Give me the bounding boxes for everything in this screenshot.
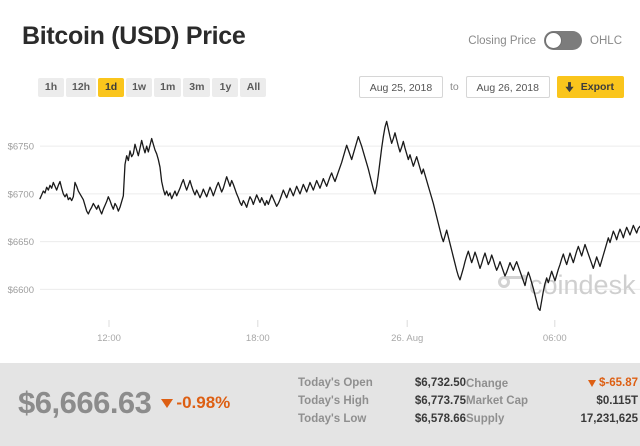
y-axis-tick-label: $6600 [8, 285, 34, 296]
date-from-input[interactable]: Aug 25, 2018 [358, 76, 443, 98]
x-axis-tick-label: 26. Aug [391, 333, 423, 344]
stat-row: Change $-65.87 [466, 377, 638, 395]
widget-header: Bitcoin (USD) Price Closing Price OHLC [0, 0, 640, 68]
stat-label: Change [466, 377, 509, 390]
stat-value-text: $-65.87 [598, 377, 638, 389]
range-button-1m[interactable]: 1m [154, 78, 182, 97]
chart-x-axis-labels: 12:00 18:00 26. Aug 06:00 [97, 320, 567, 344]
caret-down-icon [161, 398, 174, 408]
chart-controls: 1h 12h 1d 1w 1m 3m 1y All Aug 25, 2018 to Aug 2… [0, 70, 640, 108]
export-button-label: Export [580, 81, 614, 93]
price-chart[interactable]: $6600 $6650 $6700 $6750 12:00 18:00 26. Aug 06… [0, 108, 640, 363]
stats-column-right: Change $-65.87 Market Cap $0.115T Supply 17,2… [466, 377, 638, 431]
current-price-block: $6,666.63 -0.98% [18, 385, 230, 421]
x-axis-tick-label: 06:00 [543, 333, 567, 344]
closing-price-label: Closing Price [468, 34, 537, 47]
stat-row: Today's Open $6,732.50 [298, 377, 466, 395]
stat-label: Market Cap [466, 395, 528, 407]
stat-value: $6,773.75 [414, 395, 466, 407]
watermark-text: coindesk [529, 270, 636, 300]
price-summary-footer: $6,666.63 -0.98% Today's Open $6,732.50 To… [0, 363, 640, 446]
stat-value: $0.115T [596, 395, 638, 407]
range-button-all[interactable]: All [240, 78, 267, 97]
time-range-buttons: 1h 12h 1d 1w 1m 3m 1y All [38, 78, 267, 97]
price-line-path [39, 120, 640, 312]
range-button-1h[interactable]: 1h [38, 78, 64, 97]
toggle-knob [545, 32, 563, 49]
stat-label: Today's Low [298, 413, 367, 425]
range-button-12h[interactable]: 12h [66, 78, 97, 97]
download-icon [565, 81, 574, 92]
x-axis-tick-label: 12:00 [97, 333, 121, 344]
y-axis-tick-label: $6650 [8, 237, 34, 248]
stat-row: Supply 17,231,625 [466, 413, 638, 431]
export-button[interactable]: Export [556, 76, 624, 98]
date-range-controls: Aug 25, 2018 to Aug 26, 2018 Export [358, 76, 624, 98]
current-price: $6,666.63 [18, 385, 152, 420]
stat-label: Today's Open [298, 377, 373, 389]
y-axis-tick-label: $6750 [8, 142, 34, 153]
price-change-percent-value: -0.98% [176, 393, 231, 412]
stats-column-left: Today's Open $6,732.50 Today's High $6,773.… [298, 377, 466, 431]
y-axis-tick-label: $6700 [8, 189, 34, 200]
chart-watermark: coindesk [498, 270, 636, 300]
caret-down-icon [587, 379, 596, 387]
date-range-separator: to [449, 81, 459, 93]
stat-label: Supply [466, 413, 505, 425]
stat-value: $6,578.66 [414, 413, 466, 425]
range-button-1y[interactable]: 1y [212, 78, 239, 97]
stats-grid: Today's Open $6,732.50 Today's High $6,773.… [298, 377, 638, 431]
stat-row: Today's High $6,773.75 [298, 395, 466, 413]
stat-row: Market Cap $0.115T [466, 395, 638, 413]
chart-y-axis-labels: $6600 $6650 $6700 $6750 [8, 142, 34, 296]
x-axis-tick-label: 18:00 [246, 333, 270, 344]
price-chart-svg: $6600 $6650 $6700 $6750 12:00 18:00 26. Aug 06… [8, 120, 640, 344]
chart-type-toggle-group: Closing Price OHLC [468, 31, 622, 50]
chart-type-toggle[interactable] [544, 31, 583, 50]
ohlc-label: OHLC [590, 34, 622, 47]
page-title: Bitcoin (USD) Price [22, 22, 246, 50]
range-button-3m[interactable]: 3m [183, 78, 211, 97]
stat-row: Today's Low $6,578.66 [298, 413, 466, 431]
range-button-1w[interactable]: 1w [126, 78, 153, 97]
date-to-input[interactable]: Aug 26, 2018 [465, 76, 550, 98]
stat-value: 17,231,625 [580, 413, 638, 425]
stat-label: Today's High [298, 395, 369, 407]
range-button-1d[interactable]: 1d [98, 78, 125, 97]
stat-value: $-65.87 [587, 377, 638, 389]
stat-value: $6,732.50 [414, 377, 466, 389]
price-change-percent: -0.98% [161, 393, 230, 413]
